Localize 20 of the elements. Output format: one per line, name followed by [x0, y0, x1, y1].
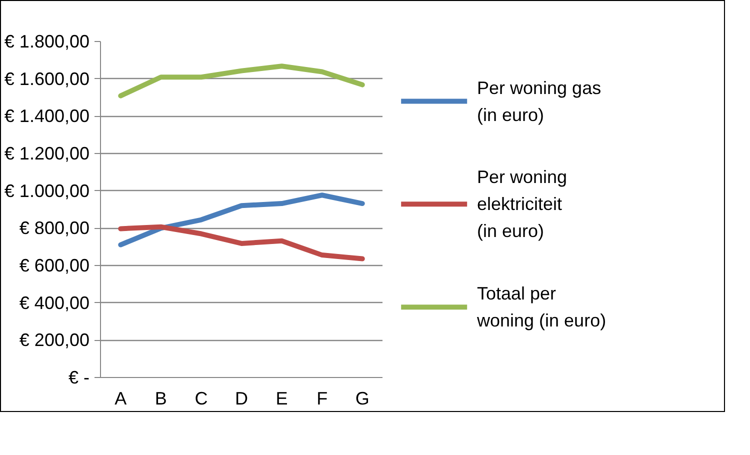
x-tick-label: D	[235, 388, 248, 408]
y-tick-label: € 1.200,00	[4, 144, 90, 164]
y-tick-label: € 1.400,00	[4, 106, 90, 126]
legend-label: Per woning gas (in euro)	[477, 78, 602, 125]
x-tick-label: G	[355, 388, 370, 408]
legend-label: Per woning elektriciteit (in euro)	[477, 167, 568, 242]
y-tick-label: € 800,00	[19, 218, 90, 238]
y-tick-label: € 1.000,00	[4, 180, 90, 201]
x-tick-label: F	[316, 388, 328, 408]
y-tick-label: € 200,00	[19, 330, 90, 350]
y-tick-label: € 1.800,00	[4, 32, 90, 52]
y-tick-label: € -	[68, 368, 90, 388]
y-tick-label: € 600,00	[19, 256, 90, 276]
legend-label: Totaal per woning (in euro)	[476, 284, 606, 331]
x-tick-label: B	[154, 388, 167, 408]
x-tick-label: A	[114, 388, 127, 408]
x-tick-label: E	[276, 388, 288, 408]
x-tick-label: C	[194, 388, 208, 408]
y-tick-label: € 400,00	[19, 292, 90, 313]
y-tick-label: € 1.600,00	[4, 68, 90, 89]
